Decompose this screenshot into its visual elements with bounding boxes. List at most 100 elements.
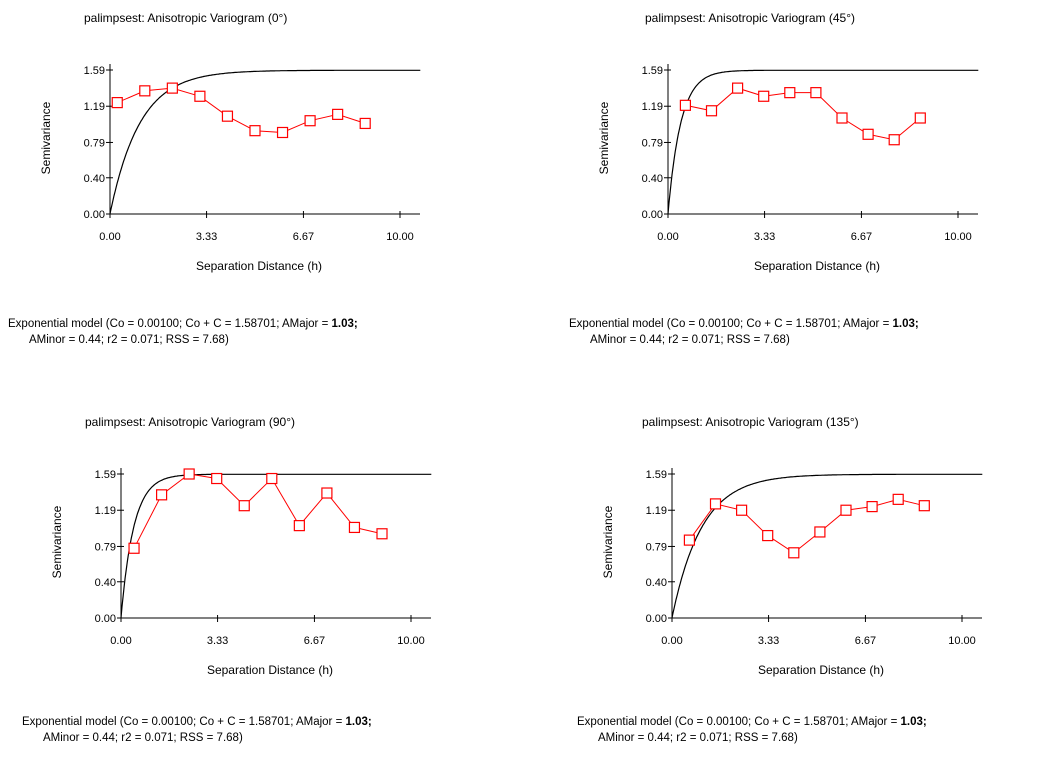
data-point bbox=[211, 472, 223, 485]
chart-title: palimpsest: Anisotropic Variogram (45°) bbox=[645, 11, 855, 25]
variogram-plot-0: 0.00 0.40 0.79 1.19 1.59 0.00 3.33 6.67 10.00 Sep… bbox=[39, 64, 421, 273]
data-point bbox=[683, 534, 696, 546]
data-point bbox=[814, 526, 826, 538]
data-point bbox=[705, 105, 718, 117]
y-tick-label: 0.00 bbox=[646, 613, 667, 625]
data-point bbox=[788, 547, 800, 559]
data-point bbox=[862, 128, 874, 140]
model-line1-prefix: Exponential model (Co = 0.00100; Co + C … bbox=[569, 318, 893, 330]
y-tick-label: 1.19 bbox=[646, 505, 667, 517]
chart-title: palimpsest: Anisotropic Variogram (135°) bbox=[642, 415, 859, 429]
data-point bbox=[918, 500, 930, 512]
x-tick-label: 3.33 bbox=[207, 635, 228, 647]
data-point bbox=[183, 468, 195, 480]
data-point bbox=[166, 82, 178, 94]
y-tick-label: 1.19 bbox=[84, 101, 105, 113]
y-tick-label: 1.59 bbox=[84, 65, 105, 77]
data-point bbox=[359, 117, 371, 130]
data-point bbox=[736, 504, 748, 516]
y-axis-label: Semivariance bbox=[601, 505, 615, 578]
model-description: Exponential model (Co = 0.00100; Co + C … bbox=[569, 316, 919, 348]
model-amajor: 1.03; bbox=[892, 318, 919, 330]
y-axis-label: Semivariance bbox=[597, 101, 611, 174]
y-tick-label: 1.59 bbox=[95, 469, 116, 481]
y-tick-label: 1.59 bbox=[642, 65, 663, 77]
y-tick-label: 0.79 bbox=[95, 541, 116, 553]
y-tick-label: 0.79 bbox=[646, 541, 667, 553]
model-amajor: 1.03; bbox=[345, 716, 372, 728]
x-axis-label: Separation Distance (h) bbox=[196, 259, 322, 273]
data-point bbox=[304, 115, 316, 127]
variogram-plot-135: 0.00 0.40 0.79 1.19 1.59 0.00 3.33 6.67 10.00 Sep… bbox=[601, 468, 983, 677]
variogram-panel-0: palimpsest: Anisotropic Variogram (0°) 0… bbox=[0, 0, 523, 378]
data-point bbox=[892, 493, 904, 505]
data-point bbox=[888, 134, 900, 146]
model-line1-prefix: Exponential model (Co = 0.00100; Co + C … bbox=[8, 318, 332, 330]
variogram-plot-45: 0.00 0.40 0.79 1.19 1.59 0.00 3.33 6.67 10.00 Sep… bbox=[597, 64, 979, 273]
model-description: Exponential model (Co = 0.00100; Co + C … bbox=[577, 714, 927, 746]
y-tick-label: 0.40 bbox=[95, 577, 116, 589]
data-point bbox=[156, 489, 168, 501]
y-axis-label: Semivariance bbox=[50, 505, 64, 578]
data-point bbox=[194, 90, 206, 102]
y-tick-label: 0.79 bbox=[642, 137, 663, 149]
y-tick-label: 0.40 bbox=[642, 173, 663, 185]
x-tick-label: 3.33 bbox=[758, 635, 779, 647]
model-curve bbox=[671, 473, 983, 619]
model-line1-prefix: Exponential model (Co = 0.00100; Co + C … bbox=[22, 716, 346, 728]
x-axis-label: Separation Distance (h) bbox=[754, 259, 880, 273]
data-point bbox=[249, 125, 261, 137]
series-line bbox=[685, 87, 921, 141]
data-point bbox=[709, 498, 722, 510]
model-line1-prefix: Exponential model (Co = 0.00100; Co + C … bbox=[577, 716, 901, 728]
model-line2: AMinor = 0.44; r2 = 0.071; RSS = 7.68) bbox=[598, 732, 798, 744]
data-point bbox=[758, 90, 770, 102]
series-line bbox=[133, 473, 383, 549]
x-tick-label: 0.00 bbox=[99, 231, 120, 243]
x-tick-label: 10.00 bbox=[948, 635, 976, 647]
x-tick-label: 6.67 bbox=[304, 635, 325, 647]
x-tick-label: 6.67 bbox=[851, 231, 872, 243]
x-tick-label: 6.67 bbox=[855, 635, 876, 647]
x-tick-label: 10.00 bbox=[386, 231, 414, 243]
y-tick-label: 0.00 bbox=[84, 209, 105, 221]
data-point bbox=[866, 501, 878, 513]
model-line2: AMinor = 0.44; r2 = 0.071; RSS = 7.68) bbox=[43, 732, 243, 744]
x-tick-label: 6.67 bbox=[293, 231, 314, 243]
model-amajor: 1.03; bbox=[900, 716, 927, 728]
x-tick-label: 3.33 bbox=[754, 231, 775, 243]
x-tick-label: 0.00 bbox=[661, 635, 682, 647]
data-point bbox=[111, 97, 123, 109]
model-curve bbox=[109, 69, 421, 215]
y-tick-label: 0.40 bbox=[84, 173, 105, 185]
data-point bbox=[810, 87, 822, 99]
x-tick-label: 10.00 bbox=[944, 231, 972, 243]
data-point bbox=[762, 529, 774, 542]
data-point bbox=[266, 472, 278, 485]
x-tick-label: 0.00 bbox=[110, 635, 131, 647]
model-curve bbox=[120, 473, 432, 618]
y-tick-label: 1.19 bbox=[642, 101, 663, 113]
variogram-panel-90: palimpsest: Anisotropic Variogram (90°) … bbox=[0, 404, 523, 782]
data-point bbox=[293, 520, 305, 532]
model-description: Exponential model (Co = 0.00100; Co + C … bbox=[8, 316, 358, 348]
variogram-panel-135: palimpsest: Anisotropic Variogram (135°)… bbox=[560, 404, 1046, 782]
y-tick-label: 1.59 bbox=[646, 469, 667, 481]
model-amajor: 1.03; bbox=[331, 318, 358, 330]
variogram-panel-45: palimpsest: Anisotropic Variogram (45°) … bbox=[560, 0, 1046, 378]
series-line bbox=[117, 87, 366, 134]
x-axis-label: Separation Distance (h) bbox=[758, 663, 884, 677]
chart-title: palimpsest: Anisotropic Variogram (90°) bbox=[85, 415, 295, 429]
model-curve bbox=[667, 69, 979, 214]
y-tick-label: 1.19 bbox=[95, 505, 116, 517]
model-description: Exponential model (Co = 0.00100; Co + C … bbox=[22, 714, 372, 746]
data-point bbox=[238, 500, 250, 512]
data-point bbox=[332, 108, 344, 120]
data-point bbox=[139, 85, 151, 97]
data-point bbox=[128, 542, 140, 554]
data-point bbox=[679, 99, 692, 111]
y-tick-label: 0.00 bbox=[642, 209, 663, 221]
data-point bbox=[784, 87, 796, 99]
model-line2: AMinor = 0.44; r2 = 0.071; RSS = 7.68) bbox=[29, 334, 229, 346]
data-point bbox=[836, 112, 848, 124]
